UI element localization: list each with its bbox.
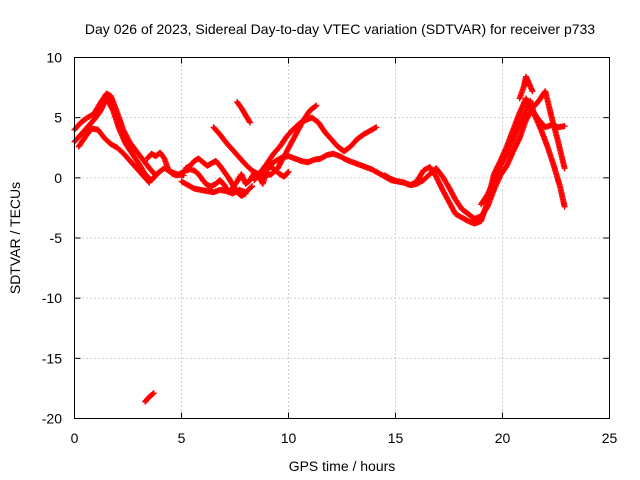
data-point — [246, 119, 253, 126]
y-tick-label: -15 — [42, 350, 62, 366]
data-point-fill — [246, 118, 253, 125]
data-point — [285, 168, 292, 175]
data-point — [561, 123, 568, 130]
chart-title: Day 026 of 2023, Sidereal Day-to-day VTE… — [85, 21, 595, 37]
series-arc-12 — [478, 97, 568, 210]
data-point — [313, 102, 320, 109]
series-arc-11 — [381, 88, 568, 222]
series-arc-2 — [71, 90, 159, 179]
data-point — [373, 124, 380, 131]
data-point — [150, 390, 157, 397]
y-tick-label: 0 — [54, 170, 62, 186]
x-tick-label: 20 — [495, 430, 511, 446]
series-arc-14 — [142, 390, 157, 405]
x-tick-label: 25 — [602, 430, 618, 446]
data-point — [146, 179, 153, 186]
y-tick-label: -5 — [50, 230, 63, 246]
x-tick-label: 10 — [281, 430, 297, 446]
data-point — [249, 183, 256, 190]
x-tick-label: 0 — [71, 430, 79, 446]
data-point-fill — [371, 125, 378, 132]
axis-ticks — [74, 57, 610, 419]
series-arc-8 — [234, 99, 253, 126]
series-arc-3 — [75, 125, 153, 186]
x-tick-label: 15 — [388, 430, 404, 446]
data-point-fill — [312, 103, 319, 110]
data-point — [529, 88, 536, 95]
data-point — [242, 190, 249, 197]
y-tick-label: 10 — [46, 50, 62, 66]
y-tick-label: -10 — [42, 290, 62, 306]
data-point-fill — [149, 391, 156, 398]
data-markers — [71, 73, 568, 405]
x-tick-label: 5 — [178, 430, 186, 446]
y-axis-label: SDTVAR / TECUs — [7, 182, 23, 294]
series-arc-4 — [144, 149, 292, 196]
series-arc-13 — [516, 73, 536, 102]
data-point-fill — [145, 178, 152, 185]
series-arc-6 — [182, 155, 249, 199]
x-axis-label: GPS time / hours — [289, 458, 396, 474]
data-point-fill — [284, 169, 291, 176]
data-point-fill — [248, 184, 255, 191]
y-tick-label: 5 — [54, 110, 62, 126]
data-point-fill — [151, 171, 158, 178]
data-point — [152, 172, 159, 179]
tick-labels: 0 5 10 15 20 25 -20 -15 -10 -5 0 5 10 — [42, 50, 618, 447]
data-point — [561, 203, 568, 210]
y-tick-label: -20 — [42, 411, 62, 427]
grid-lines — [74, 57, 610, 419]
series-arc-9 — [251, 114, 380, 184]
data-point — [561, 165, 568, 172]
